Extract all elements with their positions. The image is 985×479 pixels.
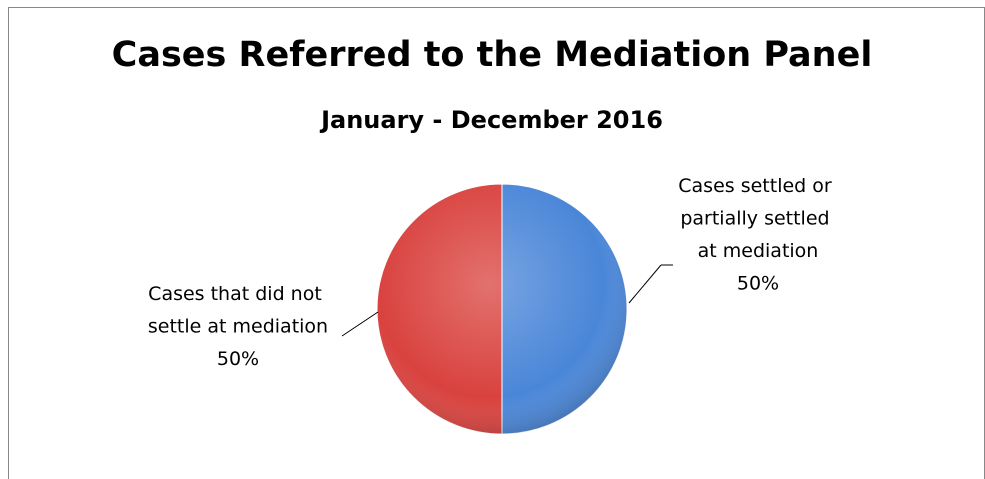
chart-subtitle: January - December 2016 <box>319 106 663 134</box>
slice-label-line: partially settled <box>680 208 835 230</box>
leader-line <box>628 264 662 304</box>
slice-label: Cases settled or partially settled at me… <box>678 175 837 262</box>
chart-title: Cases Referred to the Mediation Panel <box>112 35 873 75</box>
pie <box>376 183 628 435</box>
slice-label-line: at mediation <box>698 240 819 262</box>
slice-label-line: Cases settled or <box>678 175 837 197</box>
slice-label: Cases that did not settle at mediation <box>148 283 328 338</box>
slice-value-label: 50% <box>217 348 259 370</box>
leader-line <box>341 311 379 337</box>
slice-value-label: 50% <box>737 273 779 295</box>
slice-label-line: Cases that did not <box>148 283 328 305</box>
slice-label-line: settle at mediation <box>148 316 328 338</box>
